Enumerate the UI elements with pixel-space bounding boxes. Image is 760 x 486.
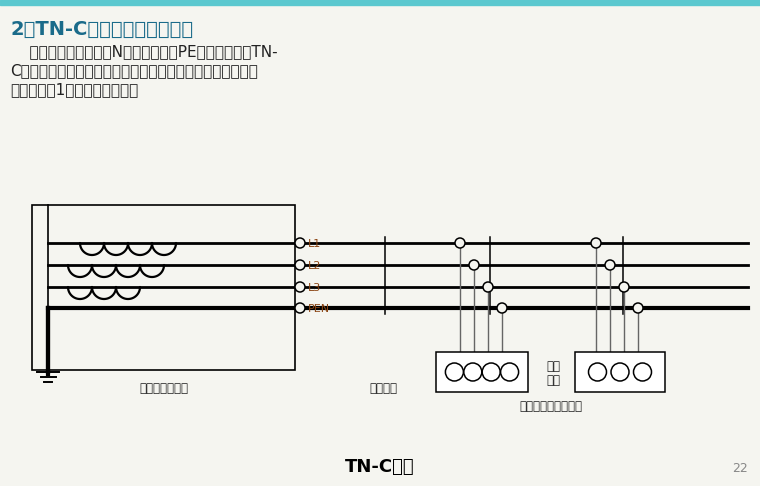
- Circle shape: [483, 282, 493, 292]
- Text: L2: L2: [308, 261, 321, 271]
- Text: 因为少配了1根线，比较经济。: 因为少配了1根线，比较经济。: [10, 82, 138, 97]
- Text: L3: L3: [308, 283, 321, 293]
- Bar: [575, 352, 665, 392]
- Circle shape: [295, 303, 305, 313]
- Text: 配电线路: 配电线路: [369, 382, 397, 395]
- Bar: [0, 0, 760, 5]
- Text: TN-C系统: TN-C系统: [345, 458, 415, 476]
- Circle shape: [455, 238, 465, 248]
- Text: 整个系统的中性线（N）与保护线（PE）是合一的。TN-: 整个系统的中性线（N）与保护线（PE）是合一的。TN-: [10, 44, 277, 59]
- Text: PEN: PEN: [308, 304, 330, 314]
- Text: 设备外露可导电部分: 设备外露可导电部分: [519, 400, 582, 413]
- Circle shape: [497, 303, 507, 313]
- Text: 设备: 设备: [546, 374, 560, 387]
- Text: 变压器副边绕组: 变压器副边绕组: [139, 382, 188, 395]
- Circle shape: [591, 238, 601, 248]
- Circle shape: [295, 260, 305, 270]
- Circle shape: [633, 303, 643, 313]
- Circle shape: [445, 363, 464, 381]
- Circle shape: [611, 363, 629, 381]
- Text: 2）TN-C系统（又称四线制）: 2）TN-C系统（又称四线制）: [10, 20, 193, 39]
- Circle shape: [295, 238, 305, 248]
- Circle shape: [501, 363, 518, 381]
- Text: C系统主要应用在三相动力设备比较多，例如工厂，车间等，: C系统主要应用在三相动力设备比较多，例如工厂，车间等，: [10, 63, 258, 78]
- Bar: [32, 205, 295, 370]
- Circle shape: [619, 282, 629, 292]
- Circle shape: [295, 282, 305, 292]
- Circle shape: [588, 363, 606, 381]
- Text: 22: 22: [732, 462, 748, 475]
- Circle shape: [469, 260, 479, 270]
- Text: L1: L1: [308, 239, 321, 249]
- Bar: [436, 352, 528, 392]
- Circle shape: [464, 363, 482, 381]
- Circle shape: [634, 363, 651, 381]
- Circle shape: [482, 363, 500, 381]
- Text: 电气: 电气: [546, 360, 560, 373]
- Circle shape: [605, 260, 615, 270]
